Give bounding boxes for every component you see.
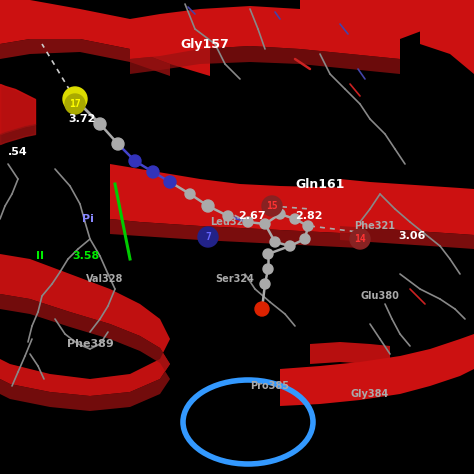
- Text: 15: 15: [266, 201, 278, 211]
- Circle shape: [202, 200, 214, 212]
- Circle shape: [354, 230, 366, 242]
- Circle shape: [164, 176, 176, 188]
- Circle shape: [350, 229, 370, 249]
- Circle shape: [185, 189, 195, 199]
- Text: 3.72: 3.72: [68, 114, 95, 124]
- Circle shape: [303, 221, 313, 231]
- Circle shape: [243, 217, 253, 227]
- Circle shape: [262, 196, 282, 216]
- Circle shape: [94, 118, 106, 130]
- Polygon shape: [130, 6, 400, 59]
- Circle shape: [260, 279, 270, 289]
- Polygon shape: [0, 294, 170, 411]
- Text: Glu380: Glu380: [361, 291, 400, 301]
- Text: 2.82: 2.82: [295, 211, 322, 221]
- Text: Phe321: Phe321: [355, 221, 395, 231]
- Circle shape: [129, 155, 141, 167]
- Text: II: II: [36, 251, 44, 261]
- Circle shape: [285, 241, 295, 251]
- Polygon shape: [110, 219, 360, 248]
- Circle shape: [290, 214, 300, 224]
- Circle shape: [300, 234, 310, 244]
- Text: Gln161: Gln161: [295, 177, 345, 191]
- Text: .54: .54: [8, 147, 28, 157]
- Text: 2.67: 2.67: [238, 211, 265, 221]
- Circle shape: [112, 138, 124, 150]
- Polygon shape: [0, 39, 170, 76]
- Circle shape: [255, 302, 269, 316]
- Circle shape: [223, 211, 233, 221]
- Text: 14: 14: [354, 234, 366, 244]
- Text: Ser324: Ser324: [216, 274, 255, 284]
- Circle shape: [266, 200, 278, 212]
- Circle shape: [275, 209, 285, 219]
- Polygon shape: [300, 0, 474, 49]
- Polygon shape: [0, 254, 170, 396]
- Text: 7: 7: [205, 232, 211, 242]
- Text: 17: 17: [69, 99, 81, 109]
- Circle shape: [270, 237, 280, 247]
- Polygon shape: [0, 0, 210, 76]
- Polygon shape: [130, 46, 400, 74]
- Text: Pi: Pi: [82, 214, 94, 224]
- Polygon shape: [110, 164, 360, 234]
- Circle shape: [263, 249, 273, 259]
- Text: 3.58: 3.58: [72, 251, 99, 261]
- Circle shape: [65, 94, 85, 114]
- Text: Phe389: Phe389: [67, 339, 113, 349]
- Polygon shape: [310, 342, 390, 366]
- Circle shape: [260, 219, 270, 229]
- Polygon shape: [420, 0, 474, 94]
- Polygon shape: [340, 179, 474, 235]
- Polygon shape: [340, 226, 474, 249]
- Circle shape: [147, 166, 159, 178]
- Circle shape: [63, 87, 87, 111]
- Text: Leu325: Leu325: [210, 217, 250, 227]
- Text: Gly157: Gly157: [181, 37, 229, 51]
- Polygon shape: [280, 334, 474, 406]
- Text: Pro385: Pro385: [250, 381, 290, 391]
- Text: 3.06: 3.06: [398, 231, 425, 241]
- Text: Gly384: Gly384: [351, 389, 389, 399]
- Text: Val328: Val328: [86, 274, 124, 284]
- Circle shape: [263, 264, 273, 274]
- Circle shape: [198, 227, 218, 247]
